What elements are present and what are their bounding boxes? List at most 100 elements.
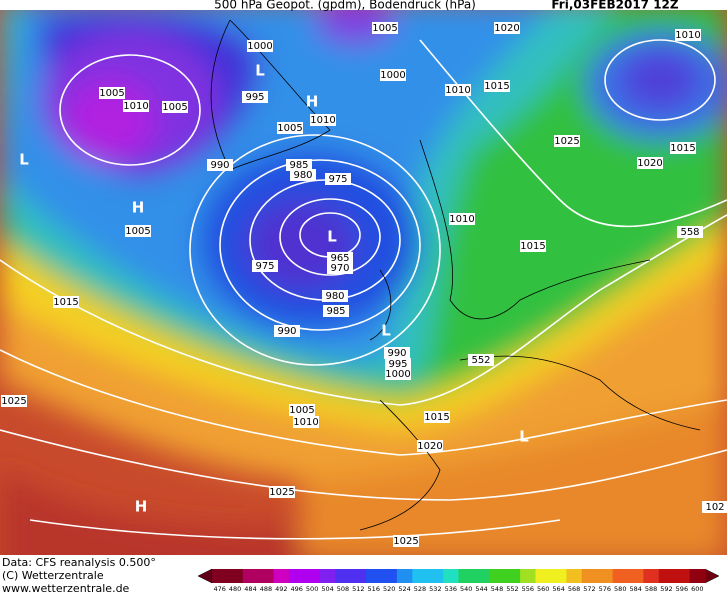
colorbar-tick-label: 540 xyxy=(460,585,472,593)
colorbar-tick-label: 548 xyxy=(491,585,503,593)
colorbar-tick-label: 544 xyxy=(475,585,487,593)
isobar-label: 1025 xyxy=(1,396,26,407)
colorbar-swatch xyxy=(273,569,290,583)
isobar-label: 990 xyxy=(277,326,296,337)
isobar-label: 1005 xyxy=(289,405,314,416)
colorbar-end xyxy=(704,568,720,584)
pressure-center: L xyxy=(327,228,337,246)
isobar-label: 1015 xyxy=(670,143,695,154)
isobar-label: 1015 xyxy=(53,297,78,308)
colorbar-tick-label: 532 xyxy=(429,585,441,593)
label-box xyxy=(162,101,188,113)
label-box xyxy=(310,114,336,126)
label-box xyxy=(677,226,703,238)
colorbar-tick-label: 600 xyxy=(691,585,703,593)
colorbar-swatch xyxy=(304,569,321,583)
colorbar-tick-label: 564 xyxy=(552,585,564,593)
label-box xyxy=(123,100,149,112)
isobar-label: 1000 xyxy=(247,41,272,52)
label-box xyxy=(385,368,411,380)
label-box xyxy=(393,535,419,547)
isobar-label: 970 xyxy=(330,263,349,274)
colorbar: 476 480 484 488 492 496 500 504 508 512 516 520 524 5… xyxy=(197,568,720,593)
isobar-label: 1005 xyxy=(372,23,397,34)
colorbar-swatch xyxy=(350,569,367,583)
label-box xyxy=(1,395,27,407)
pressure-center: L xyxy=(255,62,265,80)
pressure-center: L xyxy=(519,428,529,446)
isobar-label: 995 xyxy=(388,359,407,370)
isobar-label: 975 xyxy=(255,261,274,272)
isobar-label: 980 xyxy=(293,170,312,181)
colorbar-swatch xyxy=(212,569,228,583)
colorbar-tick-label: 484 xyxy=(244,585,256,593)
isobar-label: 1020 xyxy=(494,23,519,34)
label-box xyxy=(289,404,315,416)
label-box xyxy=(424,411,450,423)
label-box xyxy=(125,225,151,237)
colorbar-swatch xyxy=(674,569,691,583)
label-box xyxy=(384,347,410,359)
colorbar-tick-label: 592 xyxy=(660,585,672,593)
colorbar-swatch xyxy=(535,569,552,583)
colorbar-tick-label: 568 xyxy=(568,585,580,593)
isobar-label: 980 xyxy=(325,291,344,302)
label-box xyxy=(322,290,348,302)
colorbar-swatch xyxy=(412,569,429,583)
label-box xyxy=(277,122,303,134)
isobar-label: 1025 xyxy=(269,487,294,498)
colorbar-tick-label: 476 xyxy=(213,585,225,593)
isobar-label: 995 xyxy=(245,92,264,103)
colorbar-tick-label: 524 xyxy=(398,585,410,593)
label-box xyxy=(380,69,406,81)
label-box xyxy=(99,87,125,99)
colorbar-tick-label: 584 xyxy=(629,585,641,593)
label-box xyxy=(252,260,278,272)
pressure-center: H xyxy=(132,199,145,217)
label-box xyxy=(325,173,351,185)
label-box xyxy=(53,296,79,308)
isobar-label: 1005 xyxy=(125,226,150,237)
colorbar-tick-label: 572 xyxy=(583,585,595,593)
colorbar-swatch xyxy=(581,569,598,583)
data-source: Data: CFS reanalysis 0.500° xyxy=(2,556,156,569)
isobar-label: 1010 xyxy=(293,417,318,428)
label-box xyxy=(468,354,494,366)
isobar-label: 965 xyxy=(330,253,349,264)
colorbar-tick-label: 492 xyxy=(275,585,287,593)
isobar-label: 1010 xyxy=(445,85,470,96)
isobar-label: 558 xyxy=(680,227,699,238)
coastlines xyxy=(210,19,701,531)
label-box xyxy=(247,40,273,52)
pressure-center: L xyxy=(381,322,391,340)
label-box xyxy=(372,22,398,34)
isobar-label: 975 xyxy=(328,174,347,185)
colorbar-swatch xyxy=(658,569,675,583)
isobar-label: 985 xyxy=(289,160,308,171)
colorbar-tick-label: 480 xyxy=(229,585,241,593)
isobar-label: 1010 xyxy=(123,101,148,112)
label-box xyxy=(417,440,443,452)
isobar-label: 102 xyxy=(705,502,724,513)
pressure-center: L xyxy=(19,151,29,169)
label-box xyxy=(242,91,268,103)
colorbar-swatch xyxy=(242,569,259,583)
isobar-label: 1020 xyxy=(417,441,442,452)
label-box xyxy=(269,486,295,498)
label-box xyxy=(449,213,475,225)
colorbar-tick-label: 588 xyxy=(645,585,657,593)
colorbar-swatch xyxy=(427,569,444,583)
isobar-label: 1010 xyxy=(449,214,474,225)
colorbar-tick-label: 496 xyxy=(291,585,303,593)
isobar-label: 1000 xyxy=(385,369,410,380)
colorbar-tick-label: 556 xyxy=(522,585,534,593)
label-box xyxy=(520,240,546,252)
colorbar-tick-label: 488 xyxy=(260,585,272,593)
colorbar-tick-label: 500 xyxy=(306,585,318,593)
colorbar-end xyxy=(197,568,213,584)
colorbar-swatch xyxy=(366,569,382,583)
colorbar-swatch xyxy=(381,569,398,583)
colorbar-swatch xyxy=(597,569,614,583)
